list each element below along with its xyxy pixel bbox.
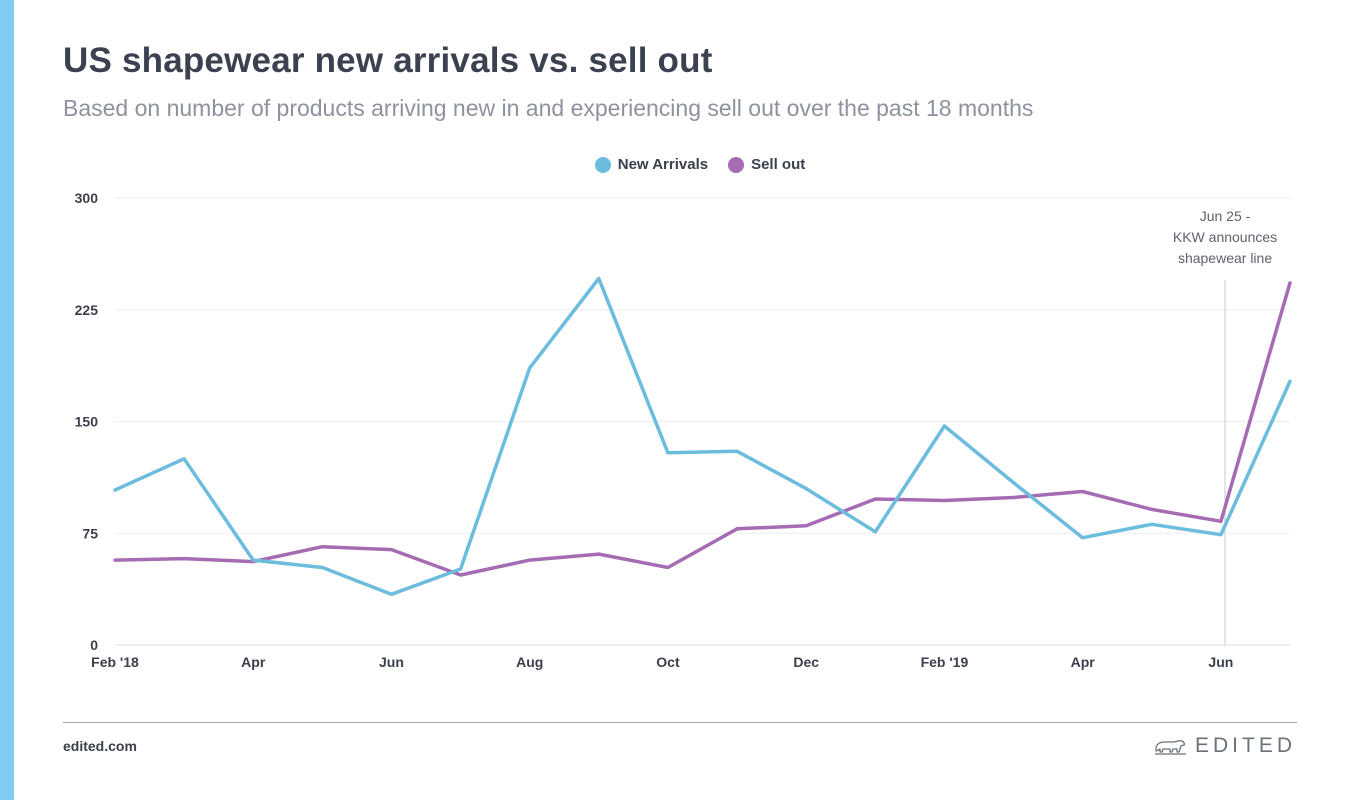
annotation-text-0-2: shapewear line xyxy=(1178,250,1272,266)
accent-bar xyxy=(0,0,14,800)
chart-title: US shapewear new arrivals vs. sell out xyxy=(63,41,713,80)
x-tick-label-0: Feb '18 xyxy=(91,654,139,670)
legend-item-new-arrivals[interactable]: New Arrivals xyxy=(594,156,709,173)
legend-item-sell-out[interactable]: Sell out xyxy=(728,156,805,173)
y-tick-label-150: 150 xyxy=(75,414,99,430)
y-tick-label-0: 0 xyxy=(90,637,98,653)
x-tick-label-1: Apr xyxy=(241,654,266,670)
annotation-text-0-1: KKW announces xyxy=(1173,229,1277,245)
x-tick-label-6: Feb '19 xyxy=(921,654,969,670)
series-line-sell-out xyxy=(113,281,1292,577)
legend-label-new-arrivals: New Arrivals xyxy=(617,156,709,173)
brand-logo[interactable]: EDITED xyxy=(1153,734,1296,758)
legend-marker-sell-out xyxy=(728,156,745,173)
y-tick-label-75: 75 xyxy=(82,525,98,541)
chart-subtitle: Based on number of products arriving new… xyxy=(63,95,1034,121)
footer-divider xyxy=(63,722,1297,723)
x-tick-label-5: Dec xyxy=(793,654,819,670)
polar-bear-icon xyxy=(1154,740,1186,755)
y-tick-label-225: 225 xyxy=(75,302,99,318)
footer-url[interactable]: edited.com xyxy=(63,738,137,754)
legend-label-sell-out: Sell out xyxy=(751,156,806,173)
x-tick-label-8: Jun xyxy=(1208,654,1233,670)
x-tick-label-7: Apr xyxy=(1071,654,1096,670)
x-tick-label-2: Jun xyxy=(379,654,404,670)
legend-marker-new-arrivals xyxy=(594,156,611,173)
x-tick-label-4: Oct xyxy=(656,654,680,670)
annotation-text-0-0: Jun 25 - xyxy=(1200,208,1251,224)
chart-legend: New Arrivals Sell out xyxy=(0,156,1360,173)
x-tick-label-3: Aug xyxy=(516,654,543,670)
brand-wordmark: EDITED xyxy=(1194,734,1296,757)
series-line-new-arrivals xyxy=(113,276,1292,597)
y-tick-label-300: 300 xyxy=(75,190,99,206)
line-chart: 0 75 150 225 300 Feb '18 Apr Jun Aug Oct Dec Feb '1… xyxy=(75,190,1292,670)
